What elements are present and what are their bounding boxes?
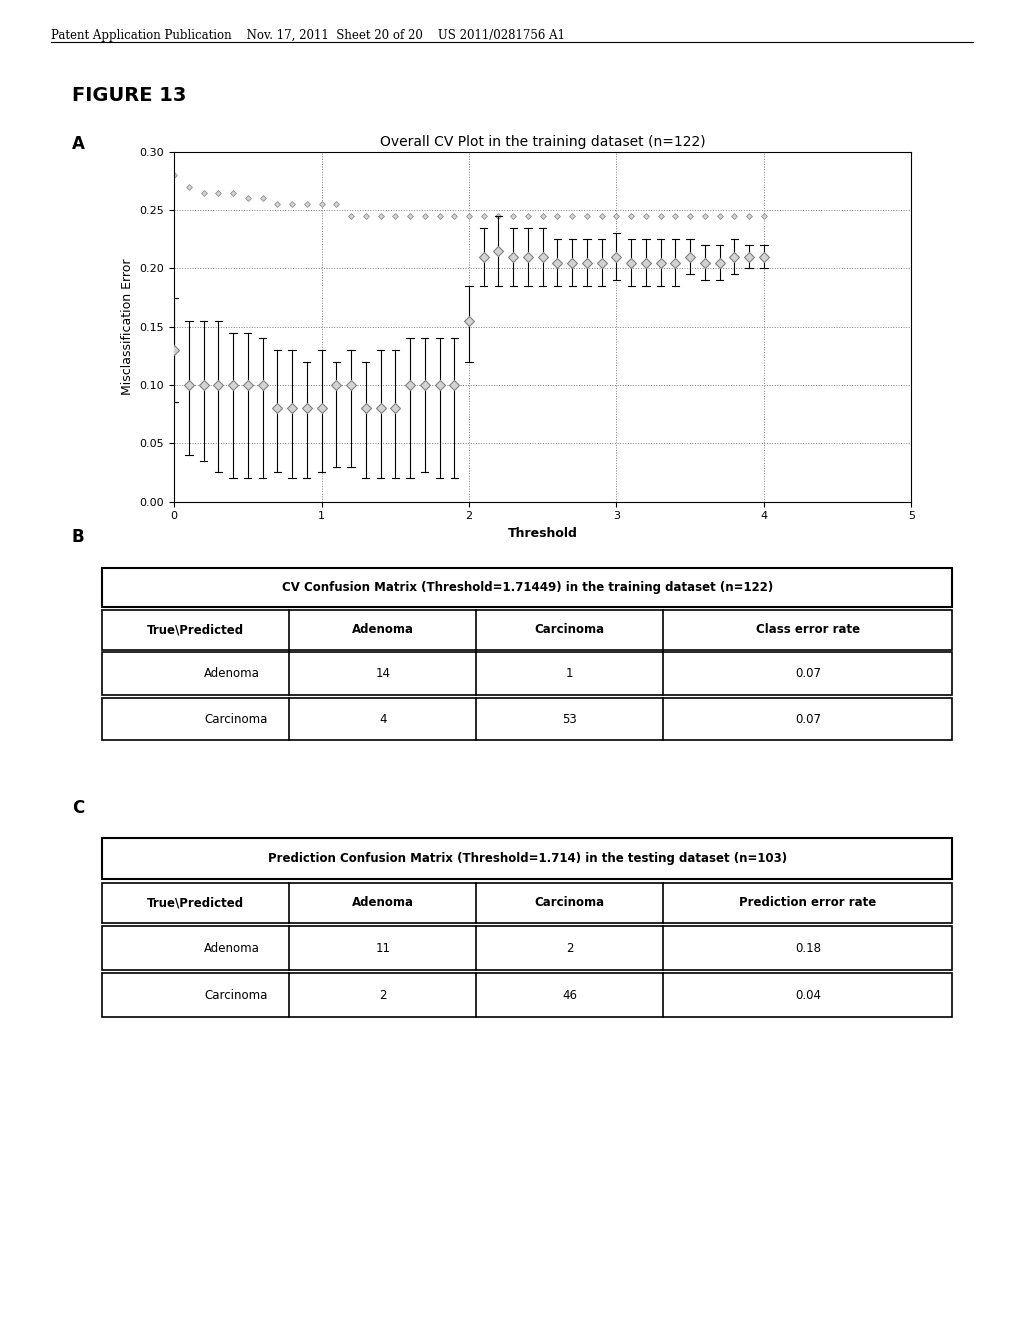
Text: Carcinoma: Carcinoma <box>535 623 605 636</box>
Text: Adenoma: Adenoma <box>205 667 260 680</box>
Text: Adenoma: Adenoma <box>352 896 414 909</box>
Text: 1: 1 <box>566 667 573 680</box>
Text: 0.04: 0.04 <box>795 989 821 1002</box>
Bar <box>102 883 952 923</box>
Bar <box>102 927 952 970</box>
Text: True\Predicted: True\Predicted <box>147 623 245 636</box>
Text: 53: 53 <box>562 713 578 726</box>
Y-axis label: Misclassification Error: Misclassification Error <box>121 259 134 395</box>
Text: 0.18: 0.18 <box>795 941 821 954</box>
Text: 4: 4 <box>379 713 387 726</box>
Text: 14: 14 <box>376 667 390 680</box>
Text: Patent Application Publication    Nov. 17, 2011  Sheet 20 of 20    US 2011/02817: Patent Application Publication Nov. 17, … <box>51 29 565 42</box>
Text: C: C <box>72 799 84 817</box>
X-axis label: Threshold: Threshold <box>508 527 578 540</box>
Text: A: A <box>72 135 85 153</box>
Bar <box>102 568 952 607</box>
Bar <box>102 652 952 696</box>
Text: CV Confusion Matrix (Threshold=1.71449) in the training dataset (n=122): CV Confusion Matrix (Threshold=1.71449) … <box>282 581 773 594</box>
Text: 46: 46 <box>562 989 578 1002</box>
Text: Adenoma: Adenoma <box>205 941 260 954</box>
Text: True\Predicted: True\Predicted <box>147 896 245 909</box>
Text: Prediction error rate: Prediction error rate <box>739 896 877 909</box>
Text: Class error rate: Class error rate <box>756 623 860 636</box>
Text: Carcinoma: Carcinoma <box>205 713 267 726</box>
Text: Adenoma: Adenoma <box>352 623 414 636</box>
Title: Overall CV Plot in the training dataset (n=122): Overall CV Plot in the training dataset … <box>380 135 706 149</box>
Bar <box>102 610 952 649</box>
Text: 2: 2 <box>566 941 573 954</box>
Text: Carcinoma: Carcinoma <box>535 896 605 909</box>
Text: Carcinoma: Carcinoma <box>205 989 267 1002</box>
Bar <box>102 838 952 879</box>
Text: 2: 2 <box>379 989 387 1002</box>
Bar <box>102 698 952 741</box>
Text: 0.07: 0.07 <box>795 667 821 680</box>
Text: FIGURE 13: FIGURE 13 <box>72 86 186 104</box>
Text: 11: 11 <box>376 941 390 954</box>
Text: B: B <box>72 528 84 546</box>
Text: 0.07: 0.07 <box>795 713 821 726</box>
Bar <box>102 973 952 1018</box>
Text: Prediction Confusion Matrix (Threshold=1.714) in the testing dataset (n=103): Prediction Confusion Matrix (Threshold=1… <box>268 851 786 865</box>
